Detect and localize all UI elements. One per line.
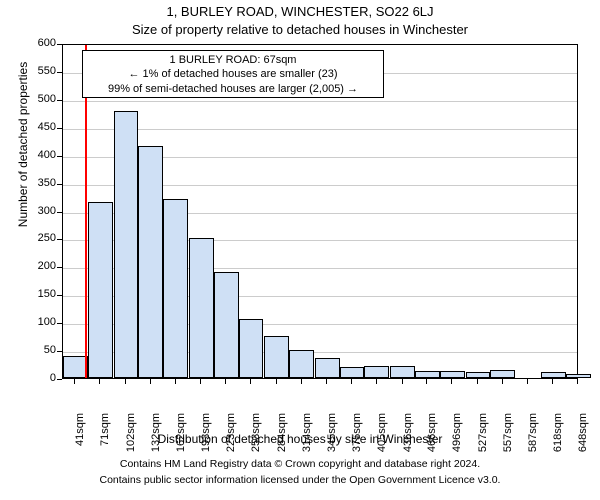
y-tick-label: 50 — [26, 344, 56, 356]
y-tick-label: 250 — [26, 232, 56, 244]
y-tick-label: 600 — [26, 37, 56, 49]
x-tick-label: 345sqm — [326, 413, 338, 461]
x-tick-mark — [351, 379, 352, 384]
histogram-bar — [163, 199, 188, 378]
y-tick-label: 150 — [26, 288, 56, 300]
x-tick-label: 71sqm — [99, 413, 111, 461]
y-tick-mark — [57, 323, 62, 324]
y-tick-mark — [57, 212, 62, 213]
x-tick-label: 527sqm — [477, 413, 489, 461]
chart-container: 1, BURLEY ROAD, WINCHESTER, SO22 6LJ Siz… — [0, 0, 600, 500]
y-tick-label: 0 — [26, 372, 56, 384]
x-tick-label: 587sqm — [527, 413, 539, 461]
y-tick-label: 350 — [26, 177, 56, 189]
chart-super-title: 1, BURLEY ROAD, WINCHESTER, SO22 6LJ — [0, 4, 600, 19]
x-tick-label: 284sqm — [276, 413, 288, 461]
x-tick-mark — [502, 379, 503, 384]
y-tick-mark — [57, 72, 62, 73]
x-tick-mark — [326, 379, 327, 384]
x-tick-label: 102sqm — [125, 413, 137, 461]
x-tick-mark — [99, 379, 100, 384]
histogram-bar — [315, 358, 340, 378]
x-tick-label: 557sqm — [502, 413, 514, 461]
x-tick-mark — [250, 379, 251, 384]
histogram-bar — [490, 370, 515, 378]
x-tick-label: 648sqm — [577, 413, 589, 461]
y-tick-label: 100 — [26, 316, 56, 328]
histogram-bar — [390, 366, 415, 378]
x-tick-mark — [552, 379, 553, 384]
x-tick-label: 436sqm — [402, 413, 414, 461]
histogram-bar — [138, 146, 163, 378]
x-tick-label: 253sqm — [250, 413, 262, 461]
x-tick-mark — [175, 379, 176, 384]
y-tick-mark — [57, 128, 62, 129]
x-tick-label: 223sqm — [225, 413, 237, 461]
histogram-bar — [289, 350, 314, 378]
x-tick-label: 618sqm — [552, 413, 564, 461]
x-tick-label: 375sqm — [351, 413, 363, 461]
x-tick-label: 162sqm — [175, 413, 187, 461]
histogram-bar — [340, 367, 365, 378]
y-tick-label: 200 — [26, 260, 56, 272]
x-tick-mark — [577, 379, 578, 384]
y-tick-mark — [57, 351, 62, 352]
y-tick-mark — [57, 44, 62, 45]
x-tick-mark — [200, 379, 201, 384]
y-tick-label: 500 — [26, 93, 56, 105]
annotation-line: ← 1% of detached houses are smaller (23) — [87, 67, 379, 81]
y-tick-mark — [57, 295, 62, 296]
annotation-line: 99% of semi-detached houses are larger (… — [87, 82, 379, 96]
x-tick-label: 466sqm — [426, 413, 438, 461]
x-tick-label: 193sqm — [200, 413, 212, 461]
x-tick-mark — [376, 379, 377, 384]
y-tick-mark — [57, 379, 62, 380]
y-tick-label: 550 — [26, 65, 56, 77]
histogram-bar — [466, 372, 491, 378]
x-tick-mark — [150, 379, 151, 384]
histogram-bar — [364, 366, 389, 378]
histogram-bar — [88, 202, 113, 378]
histogram-bar — [566, 374, 591, 378]
x-tick-mark — [225, 379, 226, 384]
x-tick-mark — [402, 379, 403, 384]
y-tick-mark — [57, 239, 62, 240]
x-tick-label: 132sqm — [150, 413, 162, 461]
histogram-bar — [264, 336, 289, 378]
x-tick-mark — [477, 379, 478, 384]
gridline — [63, 129, 577, 130]
x-tick-mark — [426, 379, 427, 384]
histogram-bar — [239, 319, 264, 378]
x-tick-label: 41sqm — [74, 413, 86, 461]
annotation-line: 1 BURLEY ROAD: 67sqm — [87, 53, 379, 67]
x-tick-mark — [527, 379, 528, 384]
chart-title: Size of property relative to detached ho… — [0, 22, 600, 37]
histogram-bar — [415, 371, 440, 378]
x-tick-label: 314sqm — [301, 413, 313, 461]
gridline — [63, 101, 577, 102]
x-tick-mark — [301, 379, 302, 384]
x-tick-label: 405sqm — [376, 413, 388, 461]
histogram-bar — [114, 111, 139, 378]
y-tick-mark — [57, 156, 62, 157]
x-tick-mark — [74, 379, 75, 384]
y-tick-label: 450 — [26, 121, 56, 133]
x-tick-label: 496sqm — [451, 413, 463, 461]
histogram-bar — [541, 372, 566, 378]
x-tick-mark — [451, 379, 452, 384]
x-tick-mark — [125, 379, 126, 384]
histogram-bar — [189, 238, 214, 378]
attribution-line-2: Contains public sector information licen… — [0, 474, 600, 486]
y-tick-label: 300 — [26, 205, 56, 217]
histogram-bar — [214, 272, 239, 378]
x-tick-mark — [276, 379, 277, 384]
y-tick-mark — [57, 100, 62, 101]
histogram-bar — [440, 371, 465, 378]
y-tick-label: 400 — [26, 149, 56, 161]
annotation-box: 1 BURLEY ROAD: 67sqm← 1% of detached hou… — [82, 50, 384, 98]
y-tick-mark — [57, 267, 62, 268]
y-tick-mark — [57, 184, 62, 185]
